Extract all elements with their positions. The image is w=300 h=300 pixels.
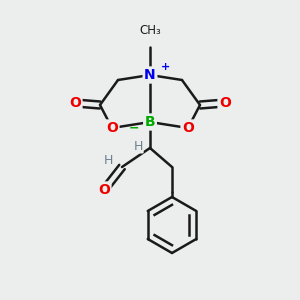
Text: O: O [219, 96, 231, 110]
Text: CH₃: CH₃ [139, 24, 161, 37]
Text: H: H [133, 140, 143, 152]
Text: N: N [144, 68, 156, 82]
Text: +: + [161, 62, 171, 72]
Text: −: − [129, 122, 139, 134]
Text: O: O [182, 121, 194, 135]
Text: H: H [103, 154, 113, 167]
Text: O: O [106, 121, 118, 135]
Text: O: O [98, 183, 110, 197]
Text: B: B [145, 115, 155, 129]
Text: O: O [69, 96, 81, 110]
